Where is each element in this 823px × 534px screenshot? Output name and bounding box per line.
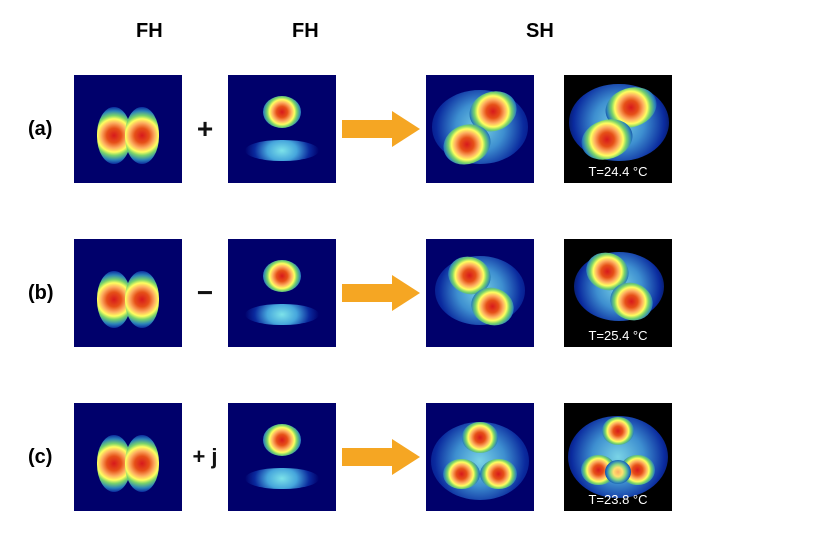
intensity-blob bbox=[245, 304, 318, 326]
exp-caption-a: T=24.4 °C bbox=[564, 164, 672, 179]
intensity-blob bbox=[263, 96, 302, 128]
arrow-b bbox=[342, 275, 420, 311]
panel-c-fh1 bbox=[74, 403, 182, 511]
intensity-blob bbox=[263, 424, 302, 456]
figure: FH FH SH (a) + T=24.4 °C (b) − T=25.4 °C… bbox=[0, 0, 823, 534]
intensity-blob bbox=[125, 435, 160, 491]
row-a: (a) + T=24.4 °C bbox=[28, 54, 795, 204]
panel-a-fh1 bbox=[74, 75, 182, 183]
intensity-blob bbox=[480, 459, 517, 489]
operator-a: + bbox=[182, 113, 228, 145]
panel-a-sh-exp: T=24.4 °C bbox=[564, 75, 672, 183]
col-head-fh1: FH bbox=[136, 20, 163, 43]
row-label-b: (b) bbox=[28, 282, 74, 305]
panel-b-sh-exp: T=25.4 °C bbox=[564, 239, 672, 347]
intensity-blob bbox=[605, 460, 631, 484]
intensity-blob bbox=[602, 417, 634, 445]
col-head-sh: SH bbox=[526, 20, 554, 43]
row-b: (b) − T=25.4 °C bbox=[28, 218, 795, 368]
panel-a-fh2 bbox=[228, 75, 336, 183]
exp-caption-c: T=23.8 °C bbox=[564, 492, 672, 507]
intensity-blob bbox=[125, 271, 160, 327]
panel-c-sh-exp: T=23.8 °C bbox=[564, 403, 672, 511]
panel-c-sh-sim bbox=[426, 403, 534, 511]
panel-b-fh2 bbox=[228, 239, 336, 347]
intensity-blob bbox=[245, 140, 318, 162]
column-headers: FH FH SH bbox=[28, 20, 795, 50]
arrow-c bbox=[342, 439, 420, 475]
panel-b-sh-sim bbox=[426, 239, 534, 347]
panel-a-sh-sim bbox=[426, 75, 534, 183]
col-head-fh2: FH bbox=[292, 20, 319, 43]
intensity-blob bbox=[245, 468, 318, 490]
row-label-c: (c) bbox=[28, 446, 74, 469]
intensity-blob bbox=[125, 107, 160, 163]
row-label-a: (a) bbox=[28, 118, 74, 141]
operator-b: − bbox=[182, 277, 228, 309]
exp-caption-b: T=25.4 °C bbox=[564, 328, 672, 343]
intensity-blob bbox=[263, 260, 302, 292]
panel-c-fh2 bbox=[228, 403, 336, 511]
arrow-a bbox=[342, 111, 420, 147]
panel-b-fh1 bbox=[74, 239, 182, 347]
intensity-blob bbox=[462, 422, 499, 452]
operator-c: + j bbox=[182, 444, 228, 470]
row-c: (c) + j T=23.8 °C bbox=[28, 382, 795, 532]
